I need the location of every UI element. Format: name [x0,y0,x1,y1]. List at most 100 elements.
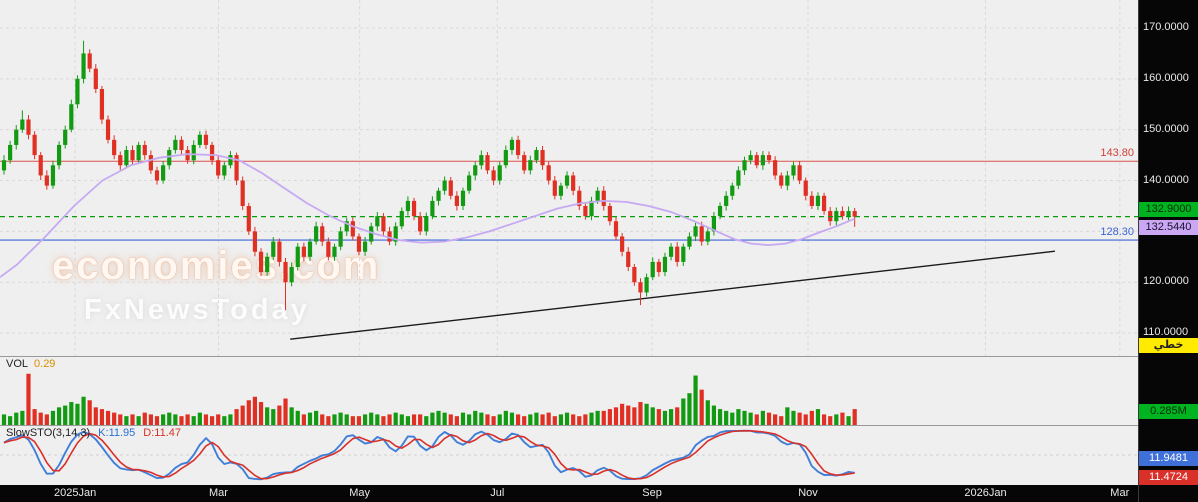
volume-bar [736,409,741,425]
volume-bar [203,414,209,425]
volume-bar [393,412,398,425]
candle-body [546,165,551,181]
support-level-label: 128.30 [1100,226,1134,238]
candle-body [307,241,313,257]
ma-value-badge: 132.5440 [1139,220,1198,235]
candle-body [191,144,196,161]
volume-chart[interactable] [0,356,1138,425]
volume-bar [387,414,392,425]
volume-bar [20,410,25,425]
candle-body [424,216,429,232]
volume-bar [32,409,37,425]
candle-body [240,180,245,206]
candle-body [258,251,264,273]
candle-body [136,144,141,161]
volume-bar [234,409,239,425]
price-axis-label: 150.0000 [1143,122,1189,135]
candle-body [179,139,184,151]
candle-body [350,221,355,237]
candle-body [522,155,527,171]
volume-bar [283,398,288,425]
volume-bar [803,414,808,425]
candle-body [338,231,343,247]
volume-bar [240,405,245,425]
volume-bar [258,402,264,425]
volume-bar [485,414,490,425]
sto-d-line [3,430,855,480]
candle-body [785,175,790,186]
candle-body [356,236,362,252]
candle-body [528,160,533,171]
candle-body [161,165,166,181]
volume-bar [265,407,270,425]
volume-bar [454,416,459,425]
volume-bar [418,414,423,425]
candle-body [724,195,729,206]
sto-k-badge: 11.9481 [1139,451,1198,466]
volume-bar [656,409,661,425]
candle-body [773,160,778,176]
scale-toggle-badge[interactable]: خطي [1139,338,1198,353]
volume-bar [430,412,435,425]
month-label: Nov [798,487,818,499]
volume-value-badge: 0.285M [1139,404,1198,419]
volume-bar [38,412,43,425]
volume-bar [50,410,56,425]
candle-body [497,165,502,181]
candle-body [118,155,123,166]
ascending-trendline [290,250,1056,340]
candle-body [515,139,521,156]
candle-body [222,165,227,176]
candle-body [485,155,490,171]
volume-bar [687,393,692,425]
candle-body [834,211,839,222]
candle-body [632,267,637,283]
candle-body [613,221,619,237]
volume-bar [662,410,668,425]
candle-body [540,150,545,166]
volume-bar [546,412,551,425]
candle-body [730,185,735,196]
volume-bar [473,410,478,425]
volume-bar [350,416,355,425]
volume-bar [791,410,796,425]
candle-body [754,155,759,166]
volume-bar [326,416,331,425]
candle-body [656,261,661,273]
candle-body [216,160,221,176]
volume-bar [399,414,404,425]
candle-body [99,89,105,120]
volume-bar [852,409,857,425]
volume-bar [509,412,515,425]
volume-bar [185,414,190,425]
candle-body [203,134,209,145]
volume-bar [773,414,778,425]
candle-body [809,195,814,206]
candle-body [705,231,710,242]
resistance-level-label: 143.80 [1100,147,1134,159]
candle-body [32,134,37,156]
candle-body [38,155,43,176]
volume-label: VOL [6,358,29,370]
volume-bar [197,412,202,425]
volume-bar [626,405,631,425]
candle-body [797,165,802,181]
volume-bar [828,416,833,425]
volume-bar [779,416,784,425]
volume-bar [448,414,453,425]
candle-body [418,216,423,232]
candle-body [87,53,92,69]
volume-bar [748,412,753,425]
volume-bar [638,402,643,425]
candle-body [717,205,723,217]
stochastic-chart[interactable] [0,425,1138,485]
volume-bar [840,412,845,425]
volume-bar [497,414,502,425]
candlestick-chart[interactable] [0,0,1138,356]
candle-body [301,246,306,257]
volume-bar [69,402,74,425]
candle-body [601,190,606,206]
volume-bar [699,389,704,425]
candle-body [467,175,472,191]
